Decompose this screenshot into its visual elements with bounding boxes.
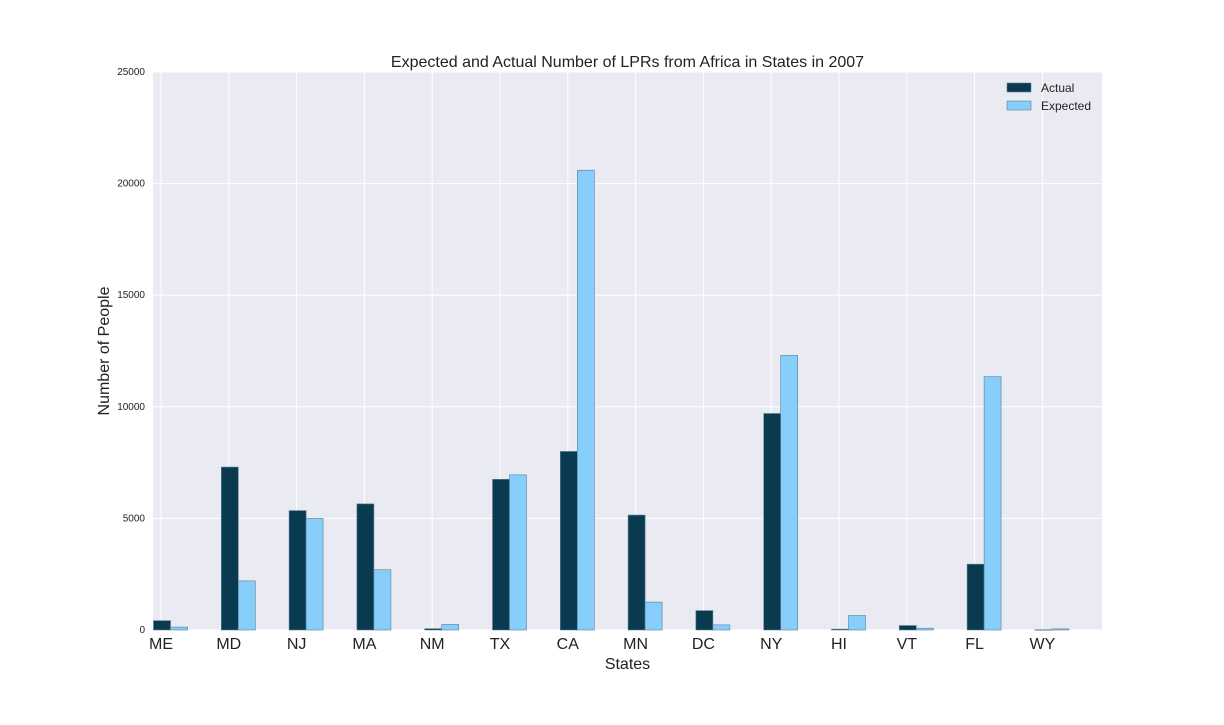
x-tick-labels: ME MD NJ MA NM TX CA MN DC NY HI VT FL WY (149, 636, 1056, 653)
bar-expected-wy (1051, 628, 1070, 631)
bar-expected-ny (780, 355, 799, 631)
bar-actual-dc (695, 610, 714, 631)
y-axis-label: Number of People (96, 286, 113, 415)
bar-expected-mn (644, 601, 663, 631)
y-tick-labels: 0 5000 10000 15000 20000 25000 (117, 67, 145, 636)
y-tick-label: 0 (139, 625, 145, 636)
y-tick-label: 25000 (117, 67, 145, 78)
bar-actual-ma (356, 503, 375, 631)
bar-expected-vt (915, 627, 934, 631)
y-tick-label: 15000 (117, 290, 145, 301)
x-tick-label: ME (149, 636, 173, 653)
legend-swatch-expected (1006, 100, 1032, 111)
legend-swatch-actual (1006, 82, 1032, 93)
bar-actual-nm (424, 628, 443, 631)
y-tick-label: 10000 (117, 402, 145, 413)
bar-actual-tx (492, 479, 510, 631)
bar-expected-tx (509, 474, 527, 631)
x-tick-label: MA (352, 636, 376, 653)
x-tick-label: CA (557, 636, 580, 653)
legend: Actual Expected (1006, 81, 1091, 113)
legend-label-expected: Expected (1041, 99, 1091, 113)
bar-actual-md (221, 466, 239, 631)
bar-actual-wy (1034, 629, 1053, 631)
bar-actual-mn (627, 514, 646, 631)
bar-expected-ca (576, 169, 595, 631)
x-tick-label: TX (490, 636, 511, 653)
legend-label-actual: Actual (1041, 81, 1074, 95)
bar-actual-nj (288, 510, 307, 631)
y-tick-label: 5000 (123, 513, 146, 524)
bar-expected-nj (305, 518, 324, 631)
bar-expected-hi (848, 615, 866, 631)
y-tick-label: 20000 (117, 179, 145, 190)
bar-actual-me (153, 620, 171, 631)
bar-expected-me (170, 626, 188, 631)
bar-expected-fl (983, 376, 1002, 631)
bar-actual-ca (559, 451, 578, 631)
x-axis-label: States (605, 656, 650, 673)
x-tick-label: HI (831, 636, 847, 653)
bar-expected-dc (712, 624, 731, 631)
x-tick-label: MN (623, 636, 648, 653)
grid (153, 71, 1102, 631)
chart-title: Expected and Actual Number of LPRs from … (391, 54, 864, 71)
bar-expected-ma (373, 569, 392, 631)
x-tick-label: DC (692, 636, 715, 653)
x-tick-label: FL (965, 636, 984, 653)
x-tick-label: NJ (287, 636, 307, 653)
x-tick-label: NY (760, 636, 783, 653)
bars (153, 169, 1070, 631)
bar-actual-hi (831, 628, 849, 631)
bar-expected-nm (441, 624, 460, 631)
bar-actual-fl (966, 563, 985, 631)
x-tick-label: NM (420, 636, 445, 653)
bar-actual-ny (763, 413, 782, 631)
x-tick-label: MD (216, 636, 241, 653)
x-tick-label: VT (897, 636, 918, 653)
bar-expected-md (238, 580, 256, 631)
bar-actual-vt (898, 625, 917, 631)
x-tick-label: WY (1030, 636, 1056, 653)
